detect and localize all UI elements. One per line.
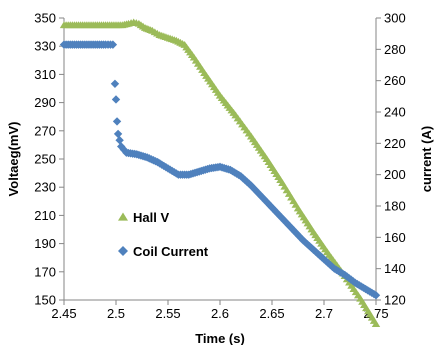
legend-marker-coil-current — [118, 246, 128, 256]
y-left-tick-label: 150 — [34, 293, 56, 308]
x-tick-label: 2.45 — [51, 306, 76, 321]
y-left-tick-label: 270 — [34, 123, 56, 138]
y-left-tick-label: 350 — [34, 11, 56, 26]
series-layer — [60, 18, 380, 327]
y-right-tick-label: 300 — [384, 11, 406, 26]
y-axis-right-label: current (A) — [419, 126, 434, 192]
y-left-tick-label: 230 — [34, 180, 56, 195]
y-right-tick-label: 200 — [384, 167, 406, 182]
data-point — [113, 117, 121, 125]
data-point — [114, 130, 122, 138]
series-hall-v — [60, 18, 380, 327]
x-tick-label: 2.5 — [107, 306, 125, 321]
y-axis-left-label: Voltaeg(mV) — [6, 122, 21, 197]
y-left-tick-label: 250 — [34, 152, 56, 167]
y-left-tick-label: 190 — [34, 236, 56, 251]
x-tick-label: 2.6 — [211, 306, 229, 321]
x-axis-label: Time (s) — [195, 331, 245, 345]
y-left-tick-label: 290 — [34, 95, 56, 110]
data-point — [115, 136, 123, 144]
legend-label: Coil Current — [133, 244, 209, 259]
y-right-tick-label: 120 — [384, 293, 406, 308]
y-left-tick-label: 310 — [34, 67, 56, 82]
y-right-tick-label: 220 — [384, 136, 406, 151]
x-tick-label: 2.65 — [259, 306, 284, 321]
y-right-tick-label: 160 — [384, 230, 406, 245]
x-tick-label: 2.55 — [155, 306, 180, 321]
data-point — [112, 95, 120, 103]
y-right-tick-label: 260 — [384, 73, 406, 88]
data-point — [111, 80, 119, 88]
y-left-tick-label: 170 — [34, 264, 56, 279]
y-right-tick-label: 240 — [384, 105, 406, 120]
legend-marker-hall-v — [118, 213, 128, 221]
legend-label: Hall V — [133, 210, 169, 225]
y-right-tick-label: 180 — [384, 199, 406, 214]
y-left-tick-label: 330 — [34, 39, 56, 54]
y-left-tick-label: 210 — [34, 208, 56, 223]
y-right-tick-label: 280 — [384, 42, 406, 57]
legend: Hall V Coil Current — [118, 210, 209, 259]
x-tick-label: 2.7 — [315, 306, 333, 321]
y-right-tick-label: 140 — [384, 261, 406, 276]
